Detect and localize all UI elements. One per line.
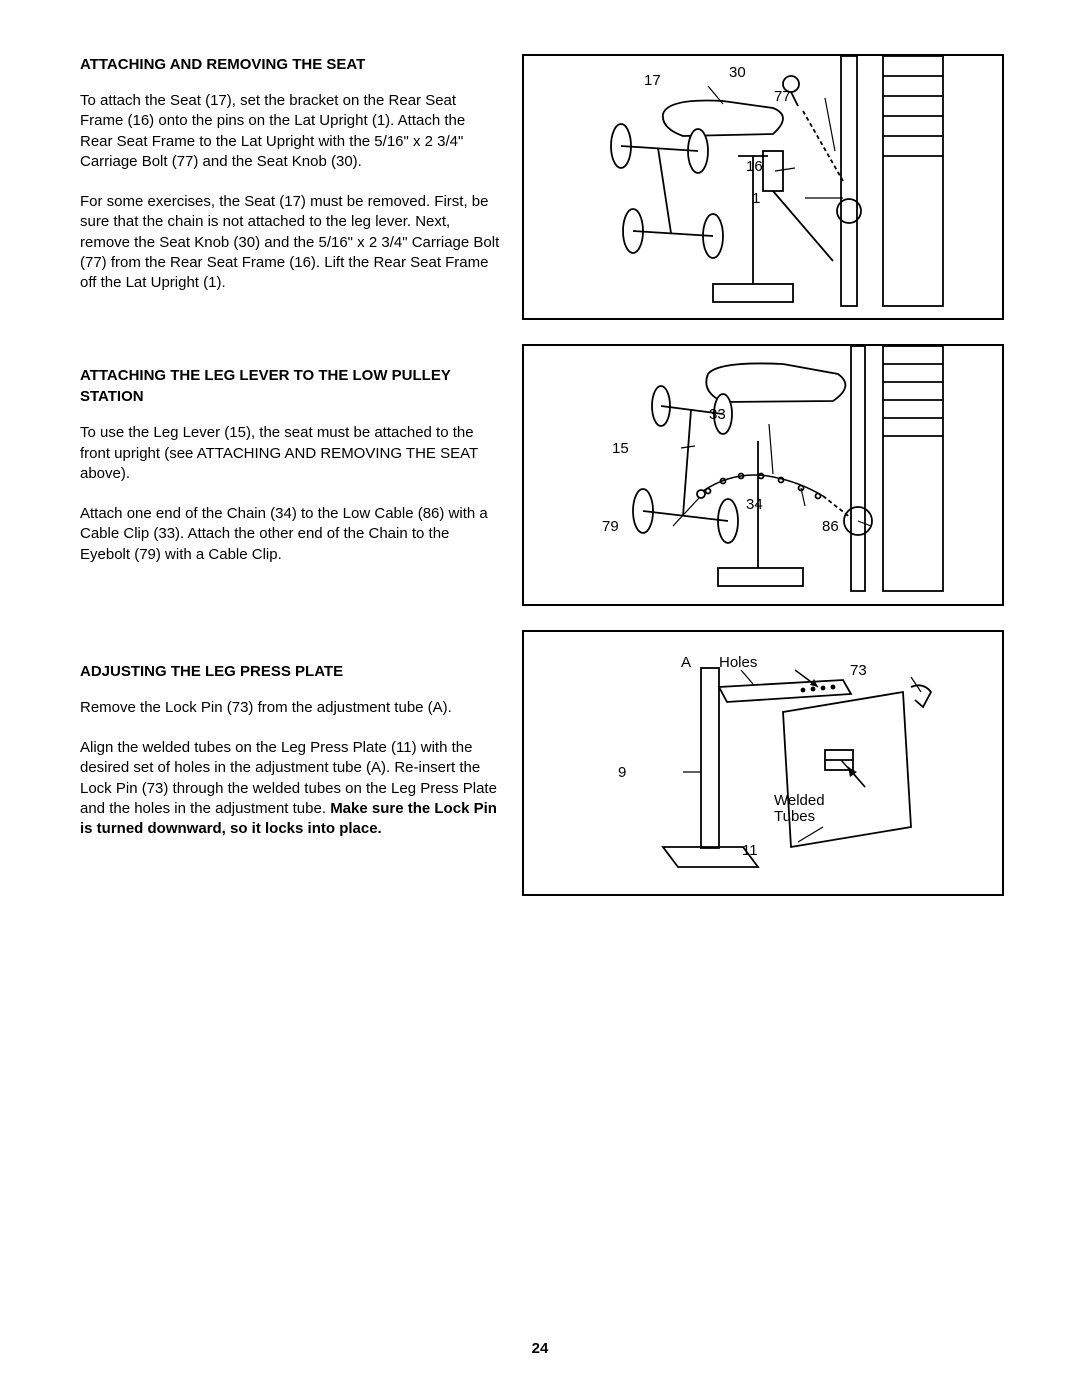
callout-73: 73 (850, 662, 867, 679)
para-leg-lever-2: Attach one end of the Chain (34) to the … (80, 504, 500, 565)
callout-1: 1 (752, 190, 760, 207)
section-leg-lever: ATTACHING THE LEG LEVER TO THE LOW PULLE… (80, 365, 500, 585)
callout-34: 34 (746, 496, 763, 513)
callout-33: 33 (709, 406, 726, 423)
page-number: 24 (0, 1340, 1080, 1357)
diagram-leg-press: A Holes 73 9 Welded Tubes 11 (522, 630, 1004, 896)
para-leg-press-2: Align the welded tubes on the Leg Press … (80, 738, 500, 839)
diagram-seat: 17 30 77 16 1 (522, 54, 1004, 320)
left-column: ATTACHING AND REMOVING THE SEAT To attac… (80, 54, 500, 896)
diagram-seat-svg (524, 56, 1002, 318)
callout-15: 15 (612, 440, 629, 457)
heading-seat: ATTACHING AND REMOVING THE SEAT (80, 54, 500, 75)
right-column: 17 30 77 16 1 (522, 54, 1000, 896)
callout-tubes: Tubes (774, 808, 815, 825)
para-leg-lever-1: To use the Leg Lever (15), the seat must… (80, 423, 500, 484)
callout-30: 30 (729, 64, 746, 81)
heading-leg-press: ADJUSTING THE LEG PRESS PLATE (80, 661, 500, 682)
heading-leg-lever: ATTACHING THE LEG LEVER TO THE LOW PULLE… (80, 365, 500, 407)
callout-11: 11 (742, 842, 758, 859)
spacer (80, 585, 500, 661)
page-content: ATTACHING AND REMOVING THE SEAT To attac… (0, 0, 1080, 936)
callout-welded: Welded (774, 792, 825, 809)
callout-16: 16 (746, 158, 763, 175)
diagram-leg-lever: 33 15 34 79 86 (522, 344, 1004, 606)
diagram-leg-lever-svg (524, 346, 1002, 604)
callout-17: 17 (644, 72, 661, 89)
section-seat: ATTACHING AND REMOVING THE SEAT To attac… (80, 54, 500, 313)
callout-86: 86 (822, 518, 839, 535)
para-seat-1: To attach the Seat (17), set the bracket… (80, 91, 500, 172)
callout-9: 9 (618, 764, 626, 781)
callout-holes: Holes (719, 654, 757, 671)
callout-77: 77 (774, 88, 791, 105)
para-seat-2: For some exercises, the Seat (17) must b… (80, 192, 500, 293)
diagram-leg-press-svg (524, 632, 1002, 894)
section-leg-press: ADJUSTING THE LEG PRESS PLATE Remove the… (80, 661, 500, 860)
para-leg-press-1: Remove the Lock Pin (73) from the adjust… (80, 698, 500, 718)
spacer (80, 313, 500, 365)
callout-79: 79 (602, 518, 619, 535)
callout-A: A (681, 654, 691, 671)
